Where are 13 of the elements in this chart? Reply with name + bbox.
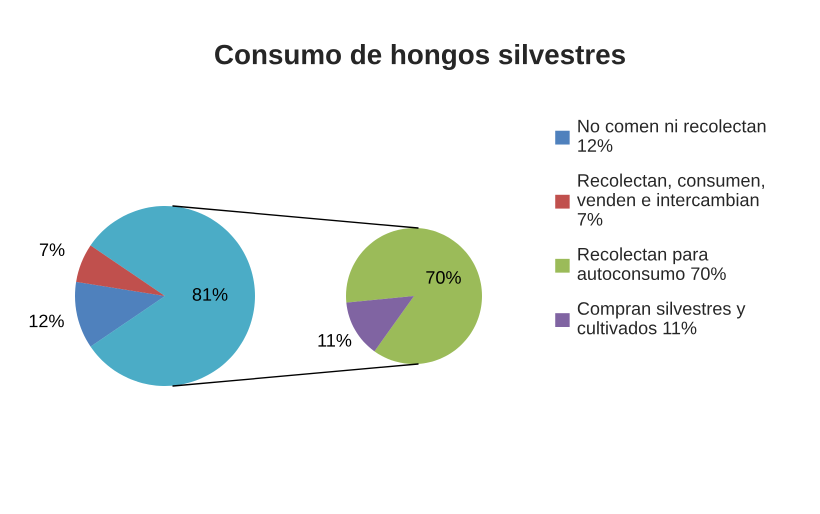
legend-label: Recolectan, consumen, venden e intercambian 7% — [576, 174, 764, 226]
legend-label: Recolectan para autoconsumo 70% — [578, 247, 726, 280]
data-label: 70% — [426, 271, 461, 284]
legend-label: Compran silvestres y cultivados 11% — [578, 302, 746, 334]
data-label: 7% — [40, 243, 64, 256]
pie-slice — [75, 282, 165, 347]
data-label: 81% — [192, 288, 228, 301]
data-label: 11% — [318, 334, 352, 347]
legend-label: No comen ni recolectan 12% — [578, 119, 766, 152]
pie-slice — [90, 206, 255, 386]
pie-slice — [76, 245, 165, 296]
chart-title: Consumo de hongos silvestres — [215, 44, 625, 70]
data-label: 12% — [30, 314, 64, 328]
